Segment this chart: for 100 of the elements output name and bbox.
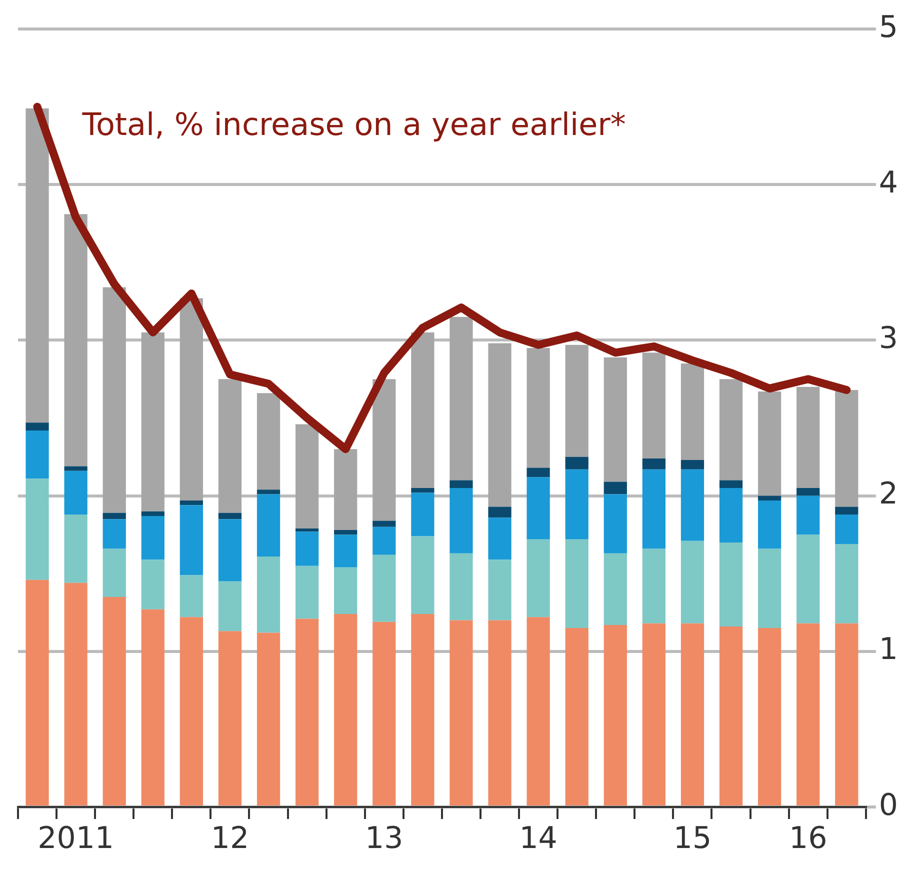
bar: [26, 478, 49, 580]
bar: [604, 624, 627, 806]
bar: [488, 343, 512, 507]
bar: [411, 492, 434, 536]
bar: [565, 344, 588, 457]
bar: [796, 496, 820, 535]
bar: [642, 469, 666, 549]
bar: [835, 623, 858, 806]
bar: [218, 581, 242, 632]
bar: [334, 567, 358, 614]
bar: [218, 379, 242, 513]
bar: [102, 287, 126, 513]
bar: [719, 626, 743, 806]
bar: [450, 316, 473, 480]
bar: [526, 539, 550, 618]
x-tick-label: 12: [210, 820, 250, 856]
bar: [526, 617, 550, 806]
bar: [102, 596, 126, 806]
bar: [141, 609, 164, 806]
bar: [450, 480, 473, 488]
bar: [526, 468, 550, 478]
bar: [719, 379, 743, 480]
bar: [758, 628, 782, 806]
bar: [141, 332, 164, 512]
bar: [372, 379, 396, 521]
bar: [411, 488, 434, 493]
x-tick-label: 15: [673, 820, 712, 856]
bar: [719, 480, 743, 488]
bar: [488, 560, 512, 620]
bar: [526, 348, 550, 468]
bar: [141, 511, 164, 516]
bar: [642, 458, 666, 470]
bar: [102, 548, 126, 597]
bar: [256, 494, 280, 556]
bar: [334, 614, 358, 806]
bar: [141, 560, 164, 610]
bar: [141, 516, 164, 560]
bar: [758, 500, 782, 549]
bar: [411, 614, 434, 806]
bar: [719, 488, 743, 542]
bar: [180, 617, 203, 806]
series-label: Total, % increase on a year earlier*: [81, 106, 626, 143]
bar: [26, 430, 49, 479]
bar: [680, 623, 704, 806]
y-tick-label: 5: [878, 10, 898, 45]
bar: [835, 514, 858, 544]
bar: [604, 553, 627, 625]
bar: [372, 526, 396, 555]
bar: [680, 364, 704, 460]
bar: [64, 214, 88, 466]
bar: [334, 530, 358, 535]
bar: [180, 505, 203, 576]
bar: [565, 628, 588, 806]
bar: [256, 556, 280, 633]
bar: [565, 539, 588, 628]
bar: [835, 544, 858, 624]
y-tick-label: 2: [878, 476, 898, 512]
bar: [450, 553, 473, 620]
bar: [796, 623, 820, 806]
bar: [218, 631, 242, 806]
bar: [26, 422, 49, 430]
bar: [796, 488, 820, 496]
bar: [64, 582, 88, 806]
bar: [26, 108, 49, 423]
bar: [296, 618, 319, 806]
bar: [719, 542, 743, 627]
bar: [526, 477, 550, 540]
bar: [256, 632, 280, 806]
bar: [450, 620, 473, 806]
bar: [372, 520, 396, 527]
bar: [218, 512, 242, 520]
y-tick-label: 0: [878, 788, 898, 823]
bar: [796, 386, 820, 488]
bar: [64, 514, 88, 583]
bar: [64, 466, 88, 471]
bar: [642, 548, 666, 624]
bar: [296, 532, 319, 566]
bar: [296, 566, 319, 619]
bar: [604, 357, 627, 482]
bar: [372, 554, 396, 622]
bar: [604, 482, 627, 494]
bar: [372, 622, 396, 806]
bar: [218, 519, 242, 582]
bar: [102, 519, 126, 549]
bar: [450, 488, 473, 554]
x-tick-label: 2011: [38, 820, 114, 856]
bar: [296, 528, 319, 532]
bar: [680, 540, 704, 624]
bar: [64, 470, 88, 514]
bar: [680, 460, 704, 470]
bar: [26, 580, 49, 806]
bar: [758, 496, 782, 500]
y-tick-label: 4: [878, 165, 898, 200]
y-tick-label: 1: [878, 632, 898, 668]
bar: [565, 469, 588, 540]
bar: [835, 390, 858, 507]
bar: [642, 623, 666, 806]
bar: [411, 536, 434, 614]
bar: [334, 534, 358, 568]
bar: [180, 298, 203, 500]
